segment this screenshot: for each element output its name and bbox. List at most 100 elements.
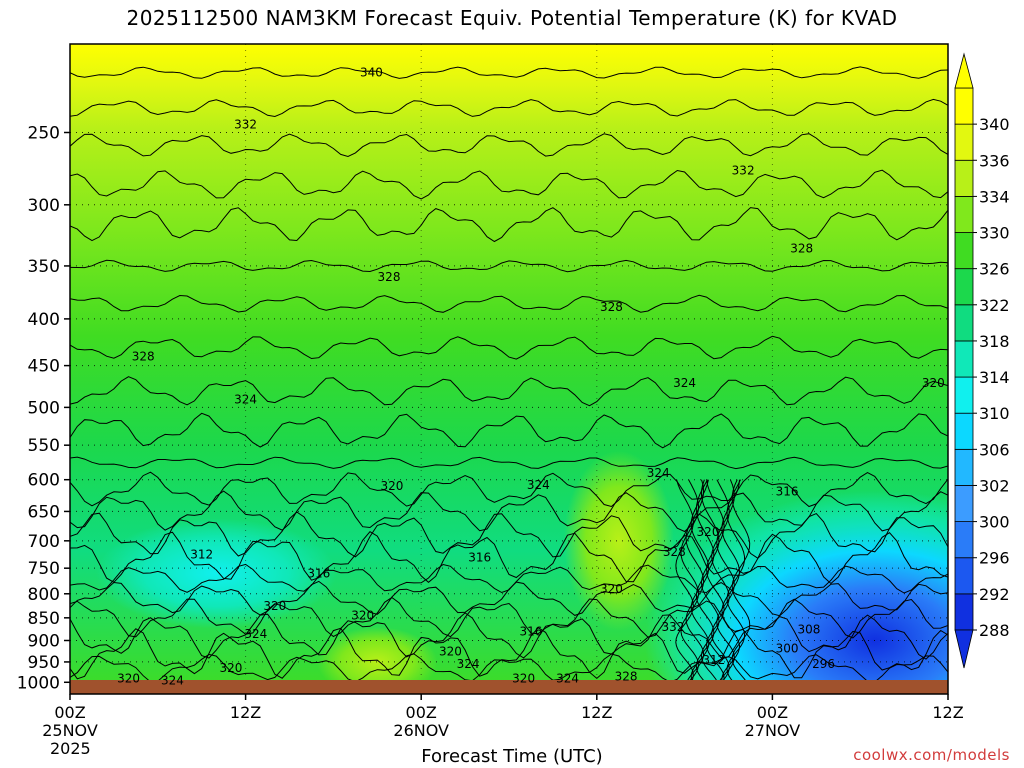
frontal-contour	[731, 479, 751, 689]
contour-value-label: 328	[615, 669, 638, 683]
frontal-contour	[726, 479, 746, 689]
contour-value-label: 324	[244, 627, 267, 641]
contour-value-label: 312	[702, 653, 725, 667]
contour-line	[70, 596, 948, 639]
contour-value-label: 320	[439, 644, 462, 658]
colorbar-label: 288	[979, 621, 1010, 640]
contour-value-label: 312	[190, 548, 213, 562]
contour-value-label: 324	[457, 657, 480, 671]
x-tick-date-label: 26NOV	[393, 721, 449, 740]
contour-value-label: 324	[234, 392, 257, 406]
contour-line	[70, 169, 948, 200]
contour-line	[70, 627, 948, 680]
contour-value-label: 328	[600, 300, 623, 314]
ground-bar	[70, 680, 948, 694]
plot-area	[70, 44, 948, 694]
contour-value-label: 340	[360, 66, 383, 80]
colorbar-swatch	[954, 340, 974, 378]
colorbar-swatch	[954, 376, 974, 414]
contour-line	[70, 98, 948, 118]
contour-value-label: 308	[798, 622, 821, 636]
y-axis: 2503003504004505005506006507007508008509…	[17, 123, 70, 693]
x-tick-label: 12Z	[581, 703, 612, 722]
colorbar-label: 310	[979, 404, 1010, 423]
colorbar-swatch	[954, 232, 974, 270]
colorbar-swatch	[954, 557, 974, 595]
frontal-contour	[695, 479, 715, 689]
y-tick-label: 800	[28, 585, 60, 605]
contour-line	[70, 376, 948, 407]
contour-value-label: 320	[512, 671, 535, 685]
watermark: coolwx.com/models	[853, 746, 1010, 764]
contour-value-label: 316	[307, 566, 330, 580]
x-tick-label: 12Z	[932, 703, 963, 722]
colorbar-label: 302	[979, 476, 1010, 495]
y-tick-label: 450	[28, 357, 60, 377]
contour-line	[70, 531, 948, 585]
colorbar-label: 292	[979, 585, 1010, 604]
contour-line	[70, 612, 948, 660]
warm-pocket	[563, 450, 674, 631]
contour-line	[70, 511, 948, 559]
y-tick-label: 850	[28, 609, 60, 629]
colorbar-swatch	[954, 521, 974, 559]
colorbar-label: 330	[979, 224, 1010, 243]
contour-value-label: 320	[697, 525, 720, 539]
contour-value-label: 324	[161, 673, 184, 687]
contour-value-label: 320	[600, 582, 623, 596]
colorbar-swatch	[954, 87, 974, 125]
colorbar-label: 334	[979, 187, 1010, 206]
x-tick-date-label: 25NOV	[42, 721, 98, 740]
y-tick-label: 250	[28, 123, 60, 143]
contour-line	[70, 259, 948, 273]
frontal-contour	[675, 479, 694, 689]
frontal-contour	[690, 479, 710, 689]
y-tick-label: 900	[28, 631, 60, 651]
contour-value-label: 328	[132, 350, 155, 364]
contour-value-label: 332	[661, 620, 684, 634]
contour-value-label: 332	[732, 163, 755, 177]
contour-line	[70, 456, 948, 470]
contour-value-label: 316	[519, 625, 542, 639]
contour-value-label: 300	[776, 641, 799, 655]
frontal-contour	[716, 479, 735, 689]
contour-lines	[70, 66, 948, 689]
y-tick-label: 1000	[17, 673, 60, 693]
colorbar-label: 318	[979, 332, 1010, 351]
contour-value-label: 328	[378, 270, 401, 284]
colorbar-swatch	[954, 304, 974, 342]
y-tick-label: 400	[28, 310, 60, 330]
contour-value-label: 316	[468, 550, 491, 564]
colorbar-arrow-bottom	[954, 629, 974, 669]
contour-value-label: 324	[647, 466, 670, 480]
y-tick-label: 500	[28, 398, 60, 418]
colorbar-swatch	[954, 268, 974, 306]
frontal-contour	[711, 479, 730, 689]
contour-value-label: 324	[556, 671, 579, 685]
y-tick-label: 350	[28, 257, 60, 277]
contour-value-label: 320	[380, 479, 403, 493]
colorbar-swatch	[954, 195, 974, 233]
plot-frame	[69, 43, 949, 695]
contour-value-label: 320	[117, 671, 140, 685]
contour-line	[70, 133, 948, 158]
colorbar-swatch	[954, 159, 974, 197]
contour-value-label: 320	[220, 661, 243, 675]
contour-line	[70, 580, 948, 617]
x-tick-label: 00Z	[757, 703, 788, 722]
y-tick-label: 750	[28, 559, 60, 579]
colorbar-swatch	[954, 485, 974, 523]
y-tick-label: 300	[28, 196, 60, 216]
x-axis-year-label: 2025	[50, 739, 91, 758]
gridlines	[70, 44, 948, 694]
colorbar: 288 292 296 300 302 306 310 314 318 322 326 330 334 3…	[954, 52, 1010, 669]
colorbar-swatch	[954, 412, 974, 450]
x-axis-title: Forecast Time (UTC)	[421, 746, 603, 767]
x-tick-label: 12Z	[230, 703, 261, 722]
contour-line	[70, 471, 948, 508]
y-tick-label: 950	[28, 653, 60, 673]
contour-value-label: 324	[527, 478, 550, 492]
